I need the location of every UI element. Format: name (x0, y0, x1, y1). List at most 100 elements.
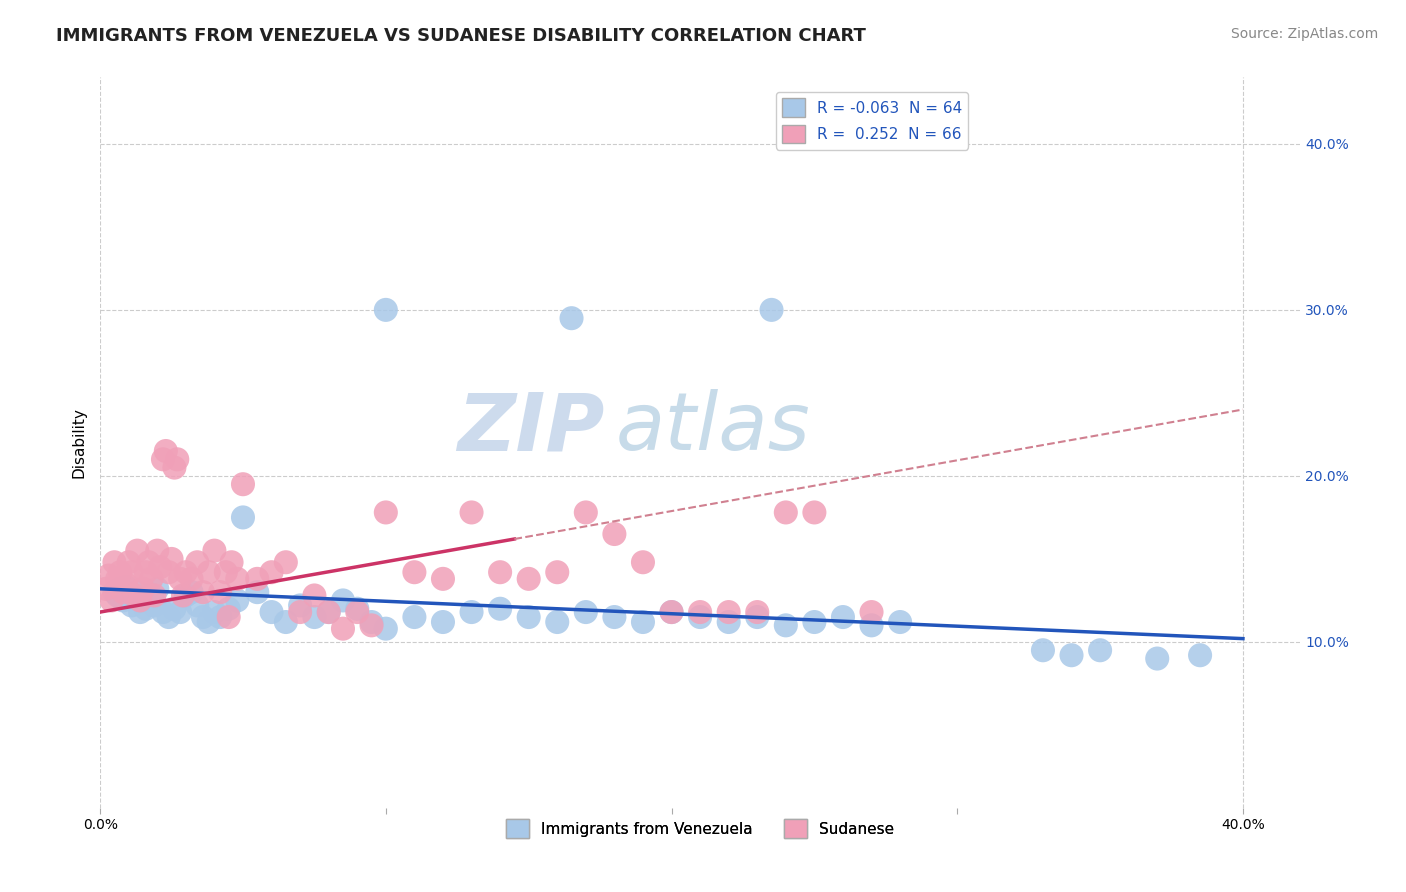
Point (180, 585, 202, 599)
Point (489, 565, 512, 579)
Point (218, 601, 240, 615)
Point (186, 599, 208, 613)
Point (218, 610, 240, 624)
Text: atlas: atlas (616, 389, 811, 467)
Point (149, 560, 172, 574)
Point (260, 565, 283, 579)
Text: IMMIGRANTS FROM VENEZUELA VS SUDANESE DISABILITY CORRELATION CHART: IMMIGRANTS FROM VENEZUELA VS SUDANESE DI… (56, 27, 866, 45)
Point (631, 555, 654, 569)
Point (118, 590, 141, 604)
Point (209, 585, 232, 599)
Point (118, 555, 141, 569)
Point (146, 543, 169, 558)
Point (517, 610, 540, 624)
Point (166, 452, 188, 467)
Point (832, 610, 855, 624)
Point (318, 605, 340, 619)
Y-axis label: Disability: Disability (72, 408, 86, 478)
Point (717, 605, 740, 619)
Point (274, 555, 297, 569)
Point (143, 599, 166, 613)
Point (105, 572, 128, 586)
Point (775, 618, 797, 632)
Point (160, 552, 183, 566)
Point (115, 577, 138, 591)
Legend: Immigrants from Venezuela, Sudanese: Immigrants from Venezuela, Sudanese (501, 814, 900, 844)
Point (111, 593, 134, 607)
Point (157, 565, 180, 579)
Point (374, 302, 396, 317)
Point (100, 593, 122, 607)
Point (138, 555, 160, 569)
Point (288, 605, 311, 619)
Point (232, 477, 254, 491)
Point (517, 572, 540, 586)
Point (146, 582, 169, 596)
Point (132, 593, 155, 607)
Text: ZIP: ZIP (457, 389, 605, 467)
Point (97, 568, 120, 582)
Point (94, 582, 117, 596)
Point (803, 505, 825, 519)
Point (221, 555, 243, 569)
Point (575, 605, 598, 619)
Text: Source: ZipAtlas.com: Source: ZipAtlas.com (1230, 27, 1378, 41)
Point (288, 599, 311, 613)
Point (747, 605, 769, 619)
Point (135, 601, 157, 615)
Point (155, 444, 177, 458)
Point (152, 452, 174, 467)
Point (274, 615, 297, 629)
Point (460, 505, 482, 519)
Point (561, 311, 583, 326)
Point (232, 510, 254, 524)
Point (346, 601, 368, 615)
Point (860, 618, 883, 632)
Point (775, 505, 797, 519)
Point (169, 605, 191, 619)
Point (115, 580, 138, 594)
Point (661, 605, 683, 619)
Point (172, 589, 194, 603)
Point (803, 615, 825, 629)
Point (304, 589, 326, 603)
Point (689, 605, 711, 619)
Point (717, 615, 740, 629)
Point (124, 589, 146, 603)
Point (135, 565, 157, 579)
Point (860, 605, 883, 619)
Point (575, 505, 598, 519)
Point (1060, 648, 1083, 663)
Point (661, 605, 683, 619)
Point (174, 589, 197, 603)
Point (197, 615, 219, 629)
Point (489, 601, 512, 615)
Point (689, 610, 711, 624)
Point (246, 585, 269, 599)
Point (157, 610, 180, 624)
Point (318, 605, 340, 619)
Point (1088, 643, 1111, 657)
Point (202, 605, 225, 619)
Point (186, 555, 208, 569)
Point (103, 585, 125, 599)
Point (631, 615, 654, 629)
Point (404, 565, 426, 579)
Point (215, 565, 238, 579)
Point (163, 601, 186, 615)
Point (143, 589, 166, 603)
Point (202, 543, 225, 558)
Point (180, 572, 202, 586)
Point (127, 585, 149, 599)
Point (332, 622, 354, 636)
Point (1146, 651, 1168, 665)
Point (432, 572, 454, 586)
Point (546, 615, 568, 629)
Point (747, 610, 769, 624)
Point (132, 582, 155, 596)
Point (121, 565, 143, 579)
Point (374, 622, 396, 636)
Point (374, 505, 396, 519)
Point (105, 589, 128, 603)
Point (226, 572, 249, 586)
